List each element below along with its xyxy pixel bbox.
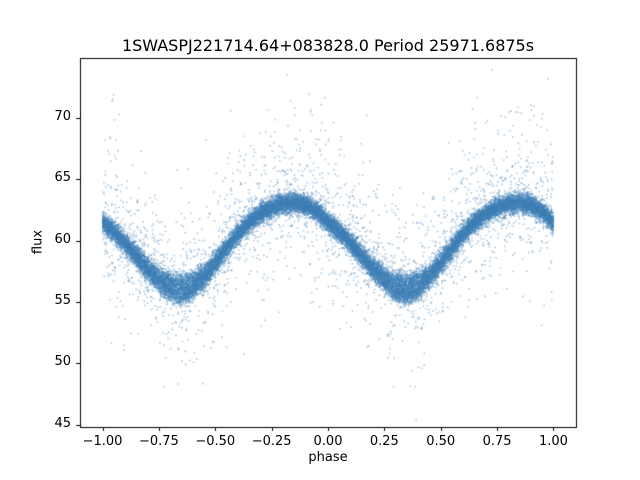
y-tick-label: 60 — [54, 231, 71, 247]
x-tick-label: −0.50 — [195, 434, 236, 449]
x-tick-label: −1.00 — [82, 434, 123, 449]
x-tick-label: −0.75 — [138, 434, 179, 449]
x-tick-label: 0.75 — [482, 434, 512, 449]
x-axis-label: phase — [308, 450, 348, 465]
x-tick-label: 0.00 — [313, 434, 343, 449]
chart-title: 1SWASPJ221714.64+083828.0 Period 25971.6… — [121, 36, 535, 55]
y-tick-label: 70 — [54, 109, 71, 125]
x-tick-label: 1.00 — [538, 434, 568, 449]
y-tick-label: 65 — [54, 170, 71, 186]
y-tick-label: 50 — [54, 354, 71, 370]
x-tick-label: 0.50 — [426, 434, 456, 449]
x-tick-label: −0.25 — [251, 434, 292, 449]
y-tick-label: 55 — [54, 292, 71, 308]
x-tick-label: 0.25 — [369, 434, 399, 449]
y-tick-label: 45 — [54, 415, 71, 431]
